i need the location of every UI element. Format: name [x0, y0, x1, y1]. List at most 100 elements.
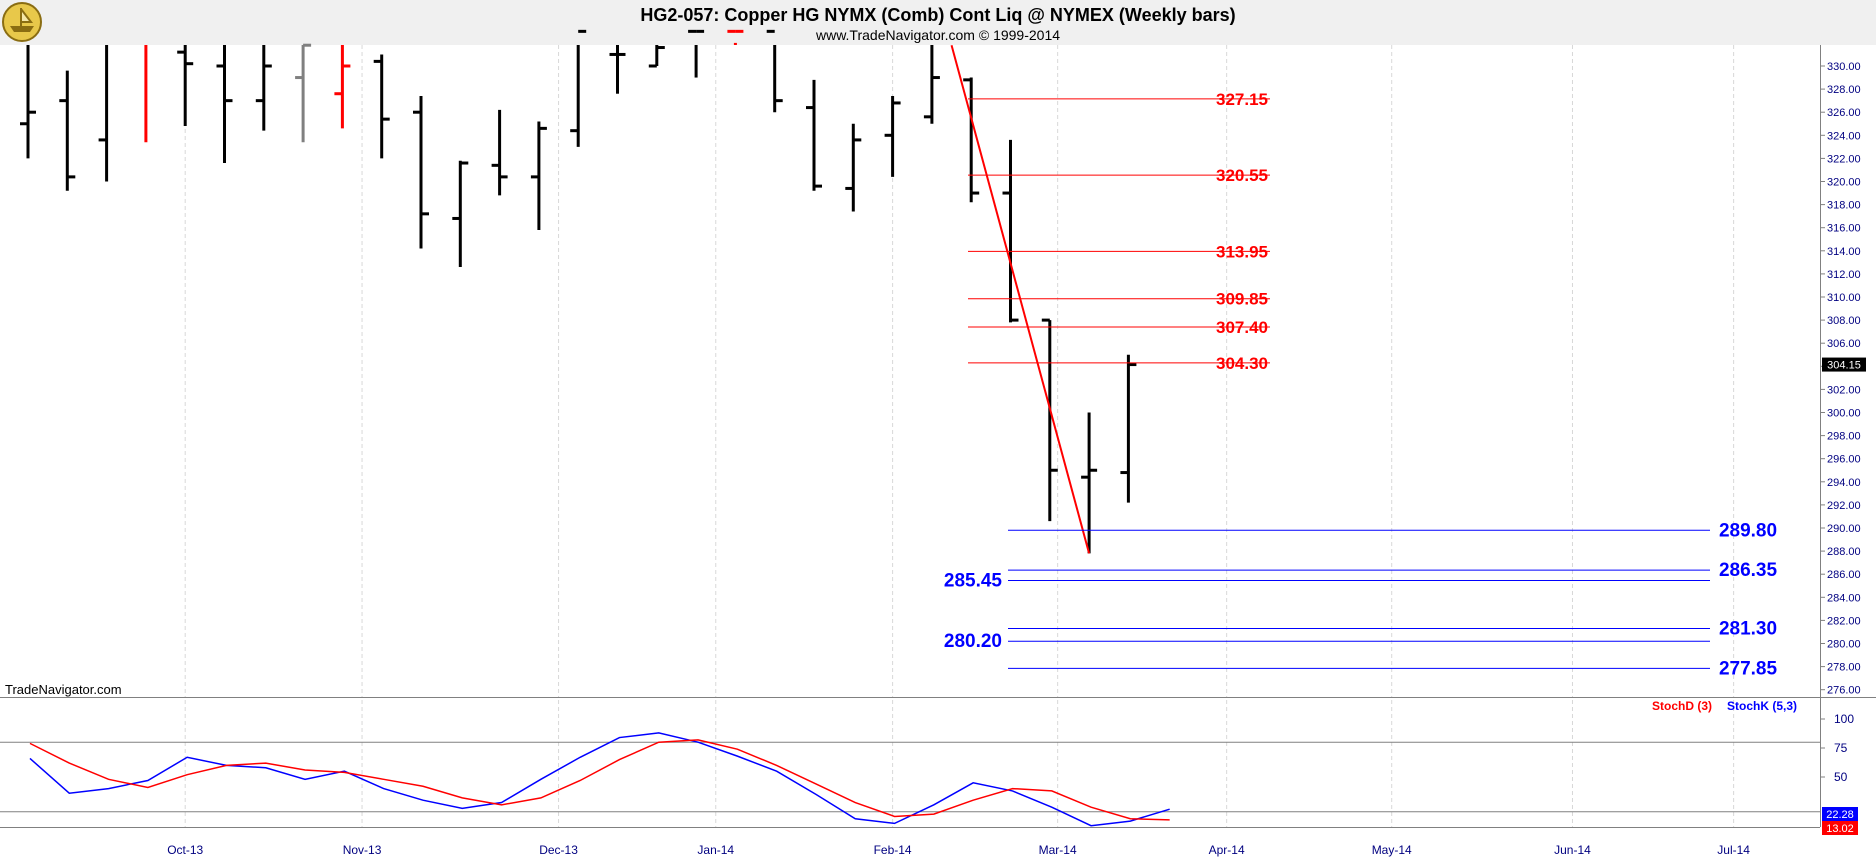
price-tick-label: 278.00: [1827, 662, 1861, 674]
price-tick-label: 296.00: [1827, 454, 1861, 466]
x-tick-label: May-14: [1372, 843, 1412, 857]
price-tick-label: 318.00: [1827, 200, 1861, 212]
trend-line: [950, 44, 1091, 554]
x-tick-label: Jan-14: [697, 843, 734, 857]
ohlc-bar: [98, 45, 109, 182]
price-tick-label: 298.00: [1827, 431, 1861, 443]
stoch-tick-label: 100: [1834, 712, 1854, 726]
ohlc-bar: [530, 121, 547, 231]
stoch-series-line: [29, 739, 1170, 821]
price-tick-label: 322.00: [1827, 153, 1861, 165]
stoch-tick-label: 75: [1834, 741, 1848, 755]
price-tick-label: 306.00: [1827, 338, 1861, 350]
ohlc-bar: [177, 45, 194, 127]
stoch-value-tag-bg: [1822, 807, 1858, 821]
ohlc-bar: [688, 29, 705, 78]
fibonacci-levels: 327.15 320.55 313.95 309.85 307.40 304.30 289.…: [944, 90, 1778, 679]
fib-level-label: 304.30: [1216, 354, 1268, 373]
last-price-tag-bg: [1822, 357, 1866, 372]
ohlc-bar: [491, 109, 508, 196]
price-tick-label: 324.00: [1827, 130, 1861, 142]
price-tick-label: 284.00: [1827, 592, 1861, 604]
ohlc-bar: [766, 29, 783, 113]
fib-level-label: 309.85: [1216, 290, 1268, 309]
ohlc-bar: [334, 45, 351, 129]
watermark: TradeNavigator.com: [5, 682, 122, 697]
last-price-tag: 304.15: [1827, 360, 1861, 372]
ohlc-bar: [452, 160, 469, 267]
price-tick-label: 290.00: [1827, 523, 1861, 535]
ohlc-bar: [609, 45, 626, 94]
price-tick-label: 286.00: [1827, 569, 1861, 581]
price-tick-label: 312.00: [1827, 269, 1861, 281]
price-tick-label: 282.00: [1827, 615, 1861, 627]
ohlc-bar: [845, 123, 862, 212]
ohlc-bar: [144, 45, 148, 143]
ohlc-bar: [295, 43, 312, 143]
ohlc-bar: [1041, 318, 1058, 522]
price-tick-label: 308.00: [1827, 315, 1861, 327]
price-tick-label: 276.00: [1827, 685, 1861, 697]
stoch-legend-entry: StochK (5,3): [1727, 699, 1797, 713]
price-tick-label: 320.00: [1827, 177, 1861, 189]
x-tick-label: Jun-14: [1554, 843, 1591, 857]
fib-level-label: 285.45: [944, 571, 1003, 592]
price-tick-label: 330.00: [1827, 61, 1861, 73]
x-tick-label: Nov-13: [343, 843, 382, 857]
fib-level-label: 281.30: [1719, 618, 1777, 639]
price-tick-label: 316.00: [1827, 223, 1861, 235]
ohlc-bar: [884, 96, 901, 177]
ohlc-bar: [59, 70, 76, 191]
fib-level-label: 277.85: [1719, 658, 1778, 679]
price-tick-label: 288.00: [1827, 546, 1861, 558]
fib-level-label: 286.35: [1719, 560, 1778, 581]
fib-level-label: 320.55: [1216, 166, 1268, 185]
stoch-value-tag: 13.02: [1826, 823, 1854, 835]
price-tick-label: 292.00: [1827, 500, 1861, 512]
ohlc-bar: [1002, 139, 1019, 323]
x-tick-label: Jul-14: [1717, 843, 1750, 857]
stochastic-panel: StochD (3) StochK (5,3): [0, 699, 1820, 827]
stoch-value-tag-bg: [1822, 821, 1858, 835]
fib-level-label: 280.20: [944, 631, 1002, 652]
fib-level-label: 289.80: [1719, 520, 1777, 541]
x-tick-label: Oct-13: [167, 843, 203, 857]
x-tick-label: Apr-14: [1209, 843, 1245, 857]
ohlc-bar: [373, 54, 390, 159]
x-tick-label: Mar-14: [1039, 843, 1077, 857]
ohlc-bar: [727, 29, 744, 45]
price-tick-label: 310.00: [1827, 292, 1861, 304]
price-panel: [20, 29, 1137, 554]
tradenavigator-logo-icon: [2, 2, 42, 42]
x-tick-label: Dec-13: [539, 843, 578, 857]
price-tick-label: 302.00: [1827, 384, 1861, 396]
ohlc-bar: [413, 96, 429, 249]
stoch-value-tag: 22.28: [1826, 809, 1854, 821]
x-tick-label: Feb-14: [874, 843, 912, 857]
price-tick-label: 326.00: [1827, 107, 1861, 119]
price-tick-label: 300.00: [1827, 408, 1861, 420]
stoch-legend-entry: StochD (3): [1652, 699, 1712, 713]
price-tick-label: 294.00: [1827, 477, 1861, 489]
fib-level-label: 327.15: [1216, 90, 1268, 109]
ohlc-bar: [806, 79, 822, 191]
chart-subtitle: www.TradeNavigator.com © 1999-2014: [815, 27, 1060, 43]
ohlc-bar: [648, 45, 665, 68]
ohlc-bar: [20, 45, 36, 159]
fib-level-label: 307.40: [1216, 318, 1268, 337]
ohlc-bar: [570, 29, 587, 147]
ohlc-bar: [255, 45, 272, 131]
ohlc-bar: [1120, 354, 1137, 503]
price-tick-label: 314.00: [1827, 246, 1861, 258]
ohlc-bar: [923, 45, 940, 124]
price-tick-label: 280.00: [1827, 639, 1861, 651]
stoch-tick-label: 50: [1834, 770, 1848, 784]
axes: 276.00 278.00 280.00 282.00 284.00 286.00 288.…: [0, 45, 1876, 857]
price-tick-label: 328.00: [1827, 84, 1861, 96]
chart-title: HG2-057: Copper HG NYMX (Comb) Cont Liq …: [640, 5, 1235, 25]
fib-level-label: 313.95: [1216, 242, 1268, 261]
header-bar: [0, 0, 1876, 45]
stoch-series-line: [29, 732, 1170, 827]
